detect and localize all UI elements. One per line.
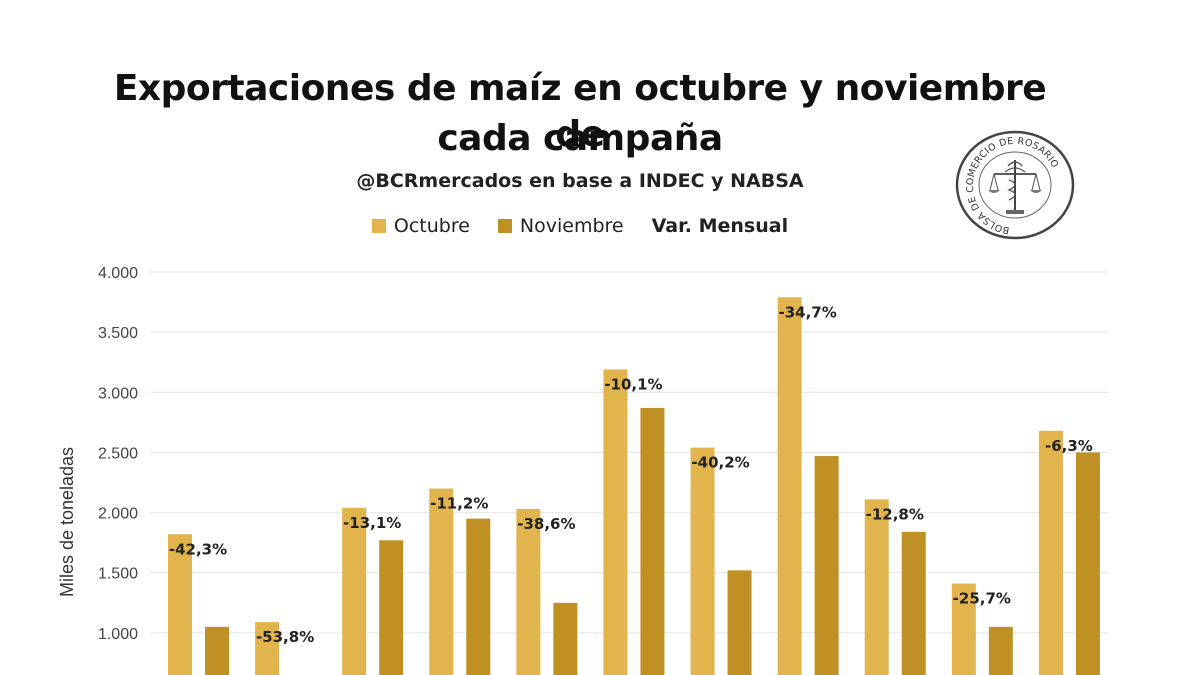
data-labels: -42,3% -53,8% -13,1% -11,2% -38,6% -10,1% -40,… xyxy=(169,303,1093,646)
legend-item-octubre: Octubre xyxy=(371,215,470,237)
var-mensual-label-10: -6,3% xyxy=(1045,437,1093,455)
var-mensual-label-7: -34,7% xyxy=(779,303,837,321)
bar-octubre-5 xyxy=(603,369,628,675)
bar-octubre-1 xyxy=(255,622,280,675)
bar-octubre-8 xyxy=(864,499,889,675)
bar-noviembre-9 xyxy=(988,626,1013,675)
legend: Octubre Noviembre Var. Mensual xyxy=(0,215,1160,237)
bar-noviembre-3 xyxy=(466,518,491,675)
bar-noviembre-6 xyxy=(727,570,752,675)
bar-octubre-10 xyxy=(1038,430,1063,675)
y-tick-label: 1.500 xyxy=(98,566,138,583)
bar-noviembre-10 xyxy=(1075,452,1100,675)
legend-label-var-mensual: Var. Mensual xyxy=(651,215,789,237)
y-tick-label: 3.000 xyxy=(98,385,138,402)
var-mensual-label-2: -13,1% xyxy=(343,514,401,532)
var-mensual-label-4: -38,6% xyxy=(517,515,575,533)
var-mensual-label-6: -40,2% xyxy=(691,454,749,472)
legend-label-noviembre: Noviembre xyxy=(519,215,624,237)
chart-title-line-1: Exportaciones de maíz en octubre y novie… xyxy=(113,68,1047,155)
chart-title-line-2: cada campaña xyxy=(437,118,723,159)
bar-noviembre-8 xyxy=(901,531,926,675)
var-mensual-label-1: -53,8% xyxy=(256,628,314,646)
legend-item-noviembre: Noviembre xyxy=(497,215,624,237)
bar-noviembre-5 xyxy=(640,407,665,675)
var-mensual-label-3: -11,2% xyxy=(430,495,488,513)
bar-octubre-7 xyxy=(777,297,802,675)
legend-item-var-mensual: Var. Mensual xyxy=(652,215,788,237)
y-tick-label: 3.500 xyxy=(98,325,138,342)
bar-noviembre-2 xyxy=(379,540,404,675)
y-tick-label: 4.000 xyxy=(98,265,138,282)
bar-noviembre-4 xyxy=(553,602,578,675)
legend-swatch-octubre xyxy=(371,219,386,233)
legend-label-octubre: Octubre xyxy=(393,215,470,237)
y-tick-label: 1.000 xyxy=(98,626,138,643)
y-tick-label: 2.500 xyxy=(98,445,138,462)
var-mensual-label-9: -25,7% xyxy=(953,590,1011,608)
y-ticks: 1.000 1.500 2.000 2.500 3.000 3.500 4.000 xyxy=(98,265,138,643)
var-mensual-label-5: -10,1% xyxy=(604,375,662,393)
bar-octubre-0 xyxy=(168,534,192,675)
y-tick-label: 2.000 xyxy=(98,506,138,523)
var-mensual-label-8: -12,8% xyxy=(866,505,924,523)
var-mensual-label-0: -42,3% xyxy=(169,540,227,558)
bar-octubre-6 xyxy=(690,447,715,675)
bar-octubre-2 xyxy=(342,507,367,675)
bar-noviembre-7 xyxy=(814,456,839,675)
bcr-seal-logo: BOLSA DE COMERCIO DE ROSARIO xyxy=(955,130,1075,240)
gridlines xyxy=(150,271,1108,634)
bar-octubre-4 xyxy=(516,508,541,675)
y-axis-label: Miles de toneladas xyxy=(57,447,77,597)
bar-octubre-9 xyxy=(951,583,976,675)
bar-octubre-3 xyxy=(429,488,454,675)
bar-noviembre-0 xyxy=(205,626,229,675)
chart-subtitle: @BCRmercados en base a INDEC y NABSA xyxy=(356,170,804,192)
bars xyxy=(168,297,1100,675)
legend-swatch-noviembre xyxy=(497,219,512,233)
